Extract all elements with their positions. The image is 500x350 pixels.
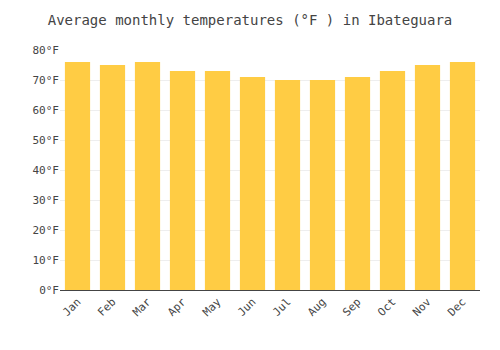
svg-text:Feb: Feb <box>95 296 118 319</box>
svg-text:70°F: 70°F <box>33 74 60 87</box>
svg-text:Mar: Mar <box>130 295 154 319</box>
svg-text:80°F: 80°F <box>33 44 60 57</box>
svg-text:Nov: Nov <box>410 295 434 319</box>
svg-text:May: May <box>200 295 224 319</box>
svg-text:Aug: Aug <box>305 296 328 319</box>
svg-text:20°F: 20°F <box>33 224 60 237</box>
svg-text:Apr: Apr <box>165 295 189 319</box>
svg-text:30°F: 30°F <box>33 194 60 207</box>
svg-text:Jul: Jul <box>270 296 293 319</box>
svg-text:60°F: 60°F <box>33 104 60 117</box>
svg-text:Jun: Jun <box>235 296 258 319</box>
svg-text:Sep: Sep <box>340 296 363 319</box>
svg-text:40°F: 40°F <box>33 164 60 177</box>
svg-text:Average monthly temperatures (: Average monthly temperatures (°F ) in Ib… <box>48 12 453 28</box>
svg-text:10°F: 10°F <box>33 254 60 267</box>
svg-text:Jan: Jan <box>60 296 83 319</box>
svg-text:Oct: Oct <box>375 296 398 319</box>
svg-text:50°F: 50°F <box>33 134 60 147</box>
svg-text:0°F: 0°F <box>39 284 59 297</box>
svg-text:Dec: Dec <box>445 296 468 319</box>
